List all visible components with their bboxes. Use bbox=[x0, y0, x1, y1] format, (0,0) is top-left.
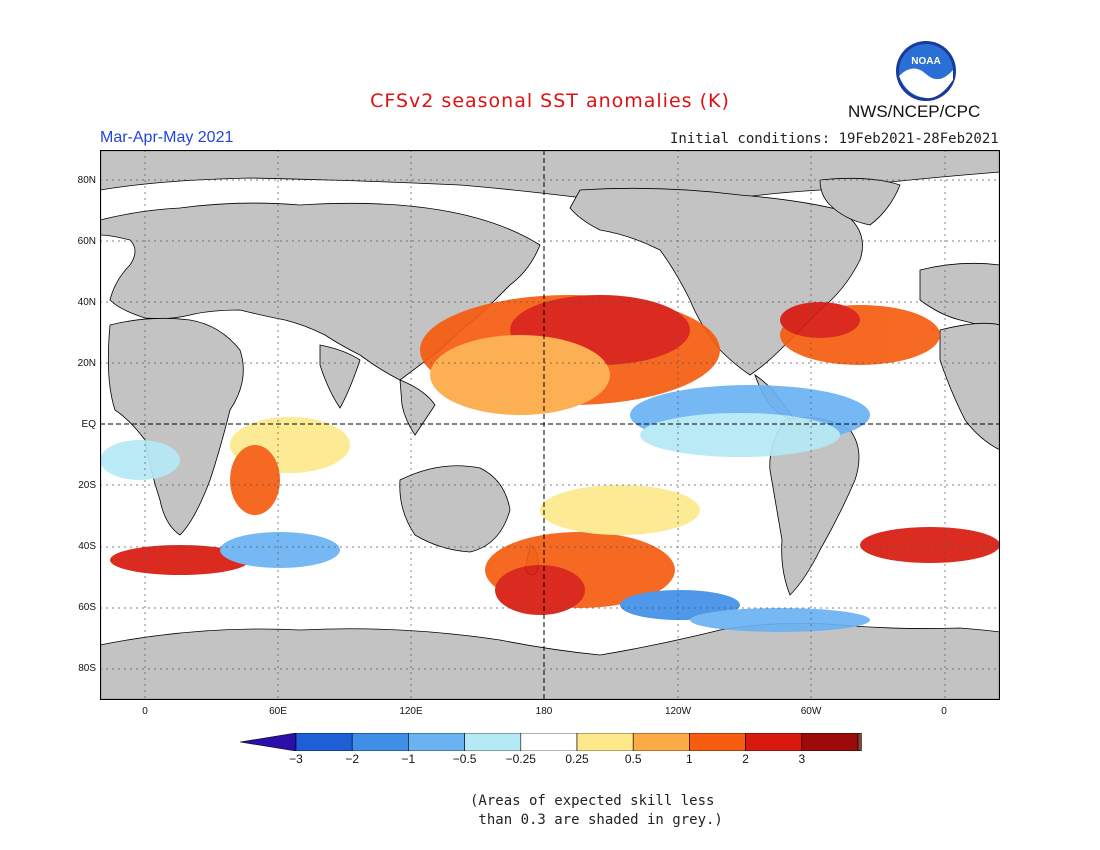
colorbar-tick-label: −0.5 bbox=[452, 752, 477, 766]
colorbar-segment bbox=[295, 733, 353, 751]
madagascar-warm bbox=[230, 445, 280, 515]
east-pacific-cool bbox=[640, 413, 840, 457]
colorbar-segment bbox=[689, 733, 746, 751]
lon-label: 60W bbox=[800, 706, 822, 717]
colorbar bbox=[240, 733, 862, 751]
colorbar-tick-label: −1 bbox=[401, 752, 416, 766]
africa-east bbox=[939, 322, 1000, 451]
colorbar-tick-label: −3 bbox=[289, 752, 303, 766]
graticule bbox=[100, 150, 1000, 700]
initial-conditions-label: Initial conditions: 19Feb2021-28Feb2021 bbox=[670, 131, 999, 147]
anomaly-shading bbox=[100, 295, 1000, 632]
season-label: Mar-Apr-May 2021 bbox=[100, 129, 234, 146]
colorbar-segment bbox=[632, 733, 690, 751]
lat-label: 80S bbox=[78, 663, 96, 674]
south-pacific-strong bbox=[495, 565, 585, 615]
lat-label: 60S bbox=[78, 602, 96, 613]
skill-note: (Areas of expected skill less than 0.3 a… bbox=[470, 792, 723, 830]
colorbar-segment bbox=[520, 733, 578, 751]
south-indian-cool bbox=[220, 532, 340, 568]
colorbar-tick-label: 0.25 bbox=[565, 752, 589, 766]
colorbar-segment bbox=[464, 733, 522, 751]
southern-ocean-cool-2 bbox=[690, 608, 870, 632]
lon-label: 120E bbox=[399, 706, 423, 717]
lat-label: 20S bbox=[78, 480, 96, 491]
colorbar-tick-label: −2 bbox=[345, 752, 360, 766]
lat-label: 40N bbox=[77, 297, 96, 308]
south-atlantic-warm bbox=[860, 527, 1000, 563]
west-atlantic-cool bbox=[100, 440, 180, 480]
africa bbox=[107, 317, 244, 536]
gulf-stream-warm bbox=[780, 302, 860, 338]
lon-label: 0 bbox=[142, 706, 148, 717]
lat-label: 80N bbox=[77, 175, 96, 186]
lat-label: EQ bbox=[81, 419, 96, 430]
colorbar-tick-label: −0.25 bbox=[505, 752, 536, 766]
colorbar-segment bbox=[857, 733, 862, 751]
southeast-asia bbox=[399, 379, 436, 436]
noaa-logo-text: NOAA bbox=[911, 56, 940, 67]
colorbar-segment bbox=[240, 733, 297, 751]
greenland bbox=[819, 177, 901, 226]
australia bbox=[399, 465, 511, 553]
agency-label: NWS/NCEP/CPC bbox=[848, 102, 981, 121]
colorbar-tick-label: 2 bbox=[742, 752, 749, 766]
antarctica bbox=[100, 622, 1000, 700]
india bbox=[319, 344, 361, 409]
colorbar-segment bbox=[408, 733, 465, 751]
sst-anomaly-map bbox=[100, 150, 1000, 700]
lat-label: 20N bbox=[77, 358, 96, 369]
skill-note-line: (Areas of expected skill less bbox=[470, 793, 715, 809]
colorbar-segment bbox=[576, 733, 634, 751]
colorbar-tick-label: 0.5 bbox=[624, 752, 642, 766]
north-pacific-moderate bbox=[430, 335, 610, 415]
south-pacific-moderate bbox=[540, 485, 700, 535]
noaa-logo: NOAA bbox=[896, 41, 956, 101]
lon-label: 0 bbox=[941, 706, 947, 717]
lon-label: 120W bbox=[664, 706, 692, 717]
colorbar-segment bbox=[745, 733, 803, 751]
lon-label: 180 bbox=[535, 706, 553, 717]
lat-label: 40S bbox=[78, 541, 96, 552]
skill-note-line: than 0.3 are shaded in grey.) bbox=[470, 812, 723, 828]
map-title: CFSv2 seasonal SST anomalies (K) bbox=[370, 90, 730, 112]
colorbar-tick-label: 1 bbox=[686, 752, 693, 766]
colorbar-segment bbox=[351, 733, 409, 751]
colorbar-tick-label: 3 bbox=[798, 752, 806, 766]
colorbar-segment bbox=[801, 733, 859, 751]
lat-label: 60N bbox=[77, 236, 96, 247]
lon-label: 60E bbox=[269, 706, 287, 717]
land-masses bbox=[100, 150, 1000, 700]
map-frame bbox=[100, 150, 1000, 700]
